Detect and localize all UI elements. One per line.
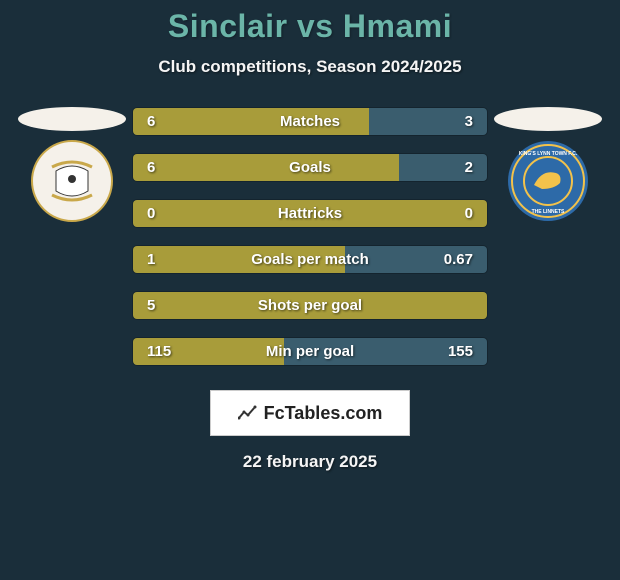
stat-right-value: 3: [465, 113, 473, 130]
stat-left-value: 5: [147, 297, 155, 314]
stat-row: 6 Goals 2: [132, 153, 488, 182]
club-right-ellipse: [494, 107, 602, 131]
page-subtitle: Club competitions, Season 2024/2025: [0, 57, 620, 77]
stat-overlay: 115 Min per goal 155: [133, 338, 487, 365]
date-line: 22 february 2025: [0, 452, 620, 472]
stat-left-value: 1: [147, 251, 155, 268]
club-left-crest: [22, 139, 122, 223]
stat-row: 5 Shots per goal: [132, 291, 488, 320]
club-left-ellipse: [18, 107, 126, 131]
club-right-column: KING'S LYNN TOWN F.C. THE LINNETS: [488, 107, 608, 223]
stats-column: 6 Matches 3 6 Goals 2 0 Hattricks 0 1 Goals per ma…: [132, 107, 488, 366]
page-title: Sinclair vs Hmami: [0, 8, 620, 45]
stat-label: Min per goal: [266, 343, 354, 360]
svg-text:THE LINNETS: THE LINNETS: [532, 209, 565, 215]
stat-label: Matches: [280, 113, 340, 130]
stat-right-value: 155: [448, 343, 473, 360]
main-area: 6 Matches 3 6 Goals 2 0 Hattricks 0 1 Goals per ma…: [0, 107, 620, 366]
stat-row: 0 Hattricks 0: [132, 199, 488, 228]
round-badge-icon: KING'S LYNN TOWN F.C. THE LINNETS: [498, 139, 598, 223]
svg-text:KING'S LYNN TOWN F.C.: KING'S LYNN TOWN F.C.: [519, 151, 578, 157]
logo-text: FcTables.com: [264, 403, 383, 424]
stat-label: Hattricks: [278, 205, 342, 222]
stat-right-value: 2: [465, 159, 473, 176]
stat-left-value: 6: [147, 113, 155, 130]
stat-overlay: 6 Matches 3: [133, 108, 487, 135]
stat-overlay: 6 Goals 2: [133, 154, 487, 181]
stat-right-value: 0.67: [444, 251, 473, 268]
stat-overlay: 5 Shots per goal: [133, 292, 487, 319]
club-right-crest: KING'S LYNN TOWN F.C. THE LINNETS: [498, 139, 598, 223]
stat-row: 6 Matches 3: [132, 107, 488, 136]
chart-icon: [238, 404, 260, 422]
comparison-card: Sinclair vs Hmami Club competitions, Sea…: [0, 0, 620, 472]
stat-label: Shots per goal: [258, 297, 362, 314]
stat-left-value: 0: [147, 205, 155, 222]
stat-right-value: 0: [465, 205, 473, 222]
stat-overlay: 1 Goals per match 0.67: [133, 246, 487, 273]
stat-overlay: 0 Hattricks 0: [133, 200, 487, 227]
stat-left-value: 115: [147, 343, 171, 360]
stat-left-value: 6: [147, 159, 155, 176]
stat-row: 115 Min per goal 155: [132, 337, 488, 366]
club-left-column: [12, 107, 132, 223]
emblem-icon: [22, 139, 122, 223]
stat-label: Goals: [289, 159, 331, 176]
fctables-logo[interactable]: FcTables.com: [210, 390, 410, 436]
stat-label: Goals per match: [251, 251, 369, 268]
stat-row: 1 Goals per match 0.67: [132, 245, 488, 274]
